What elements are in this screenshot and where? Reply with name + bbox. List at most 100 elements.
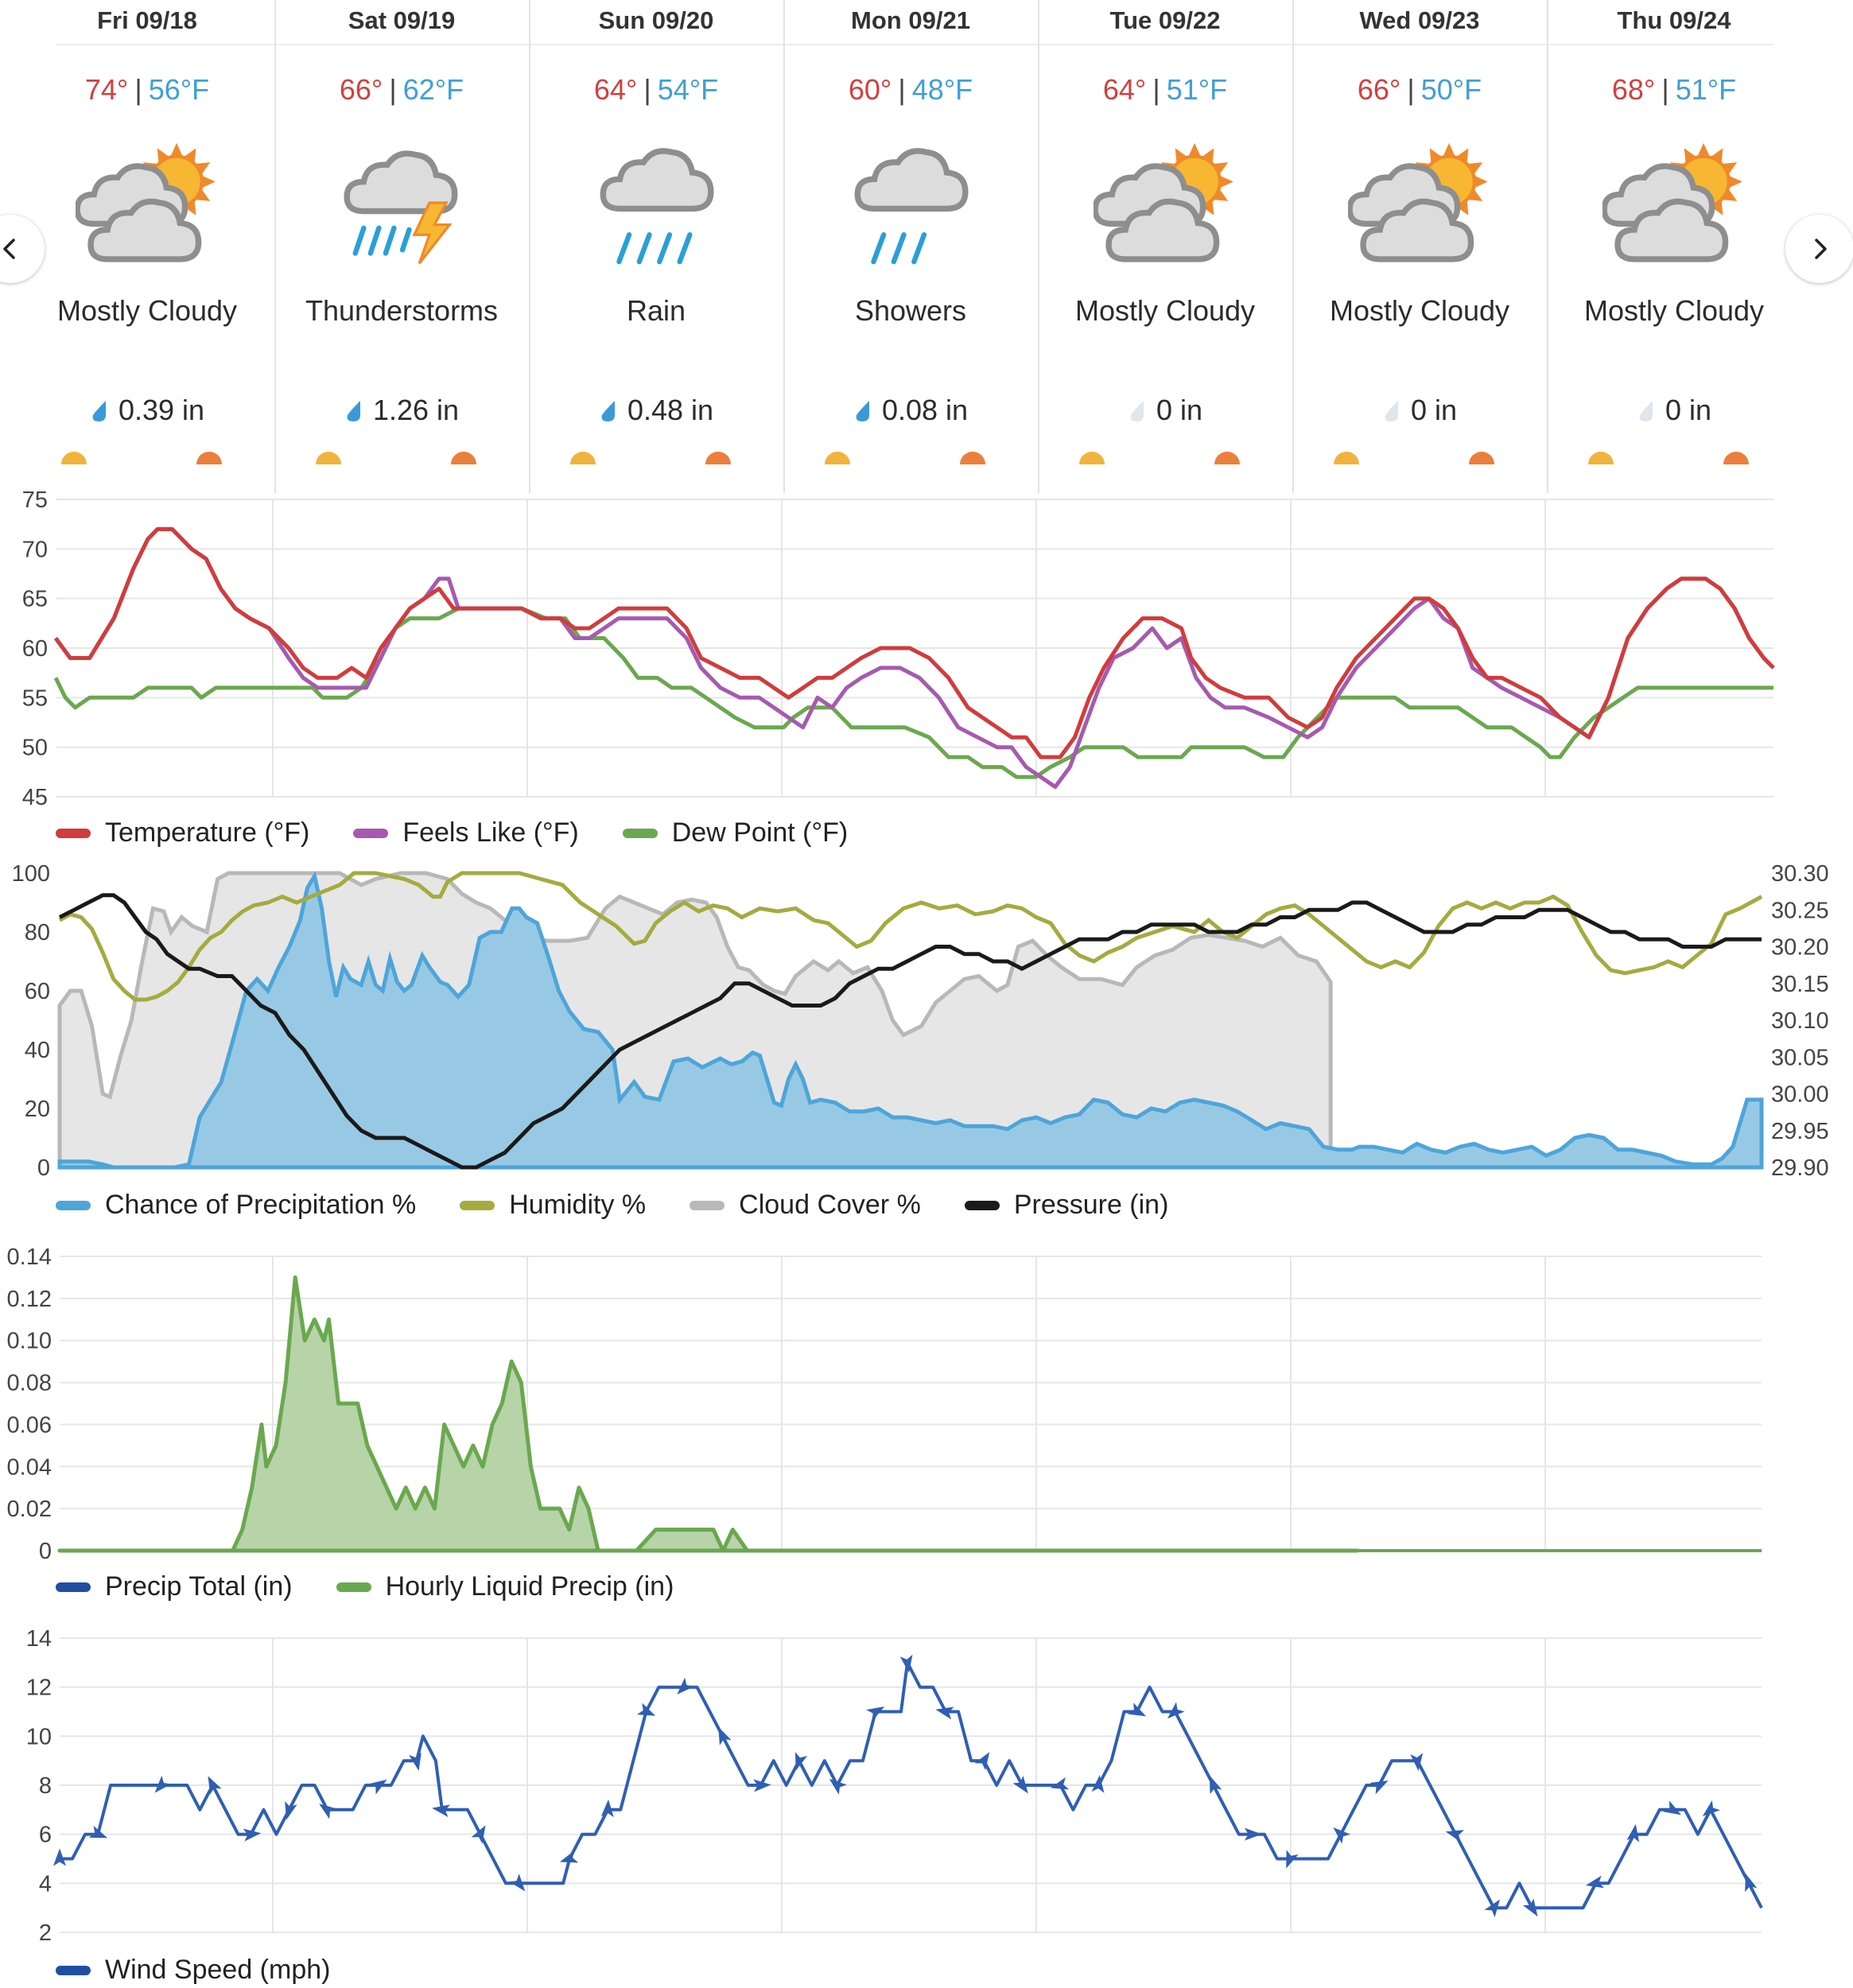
day-column-divider xyxy=(1038,0,1039,493)
y-tick-label: 0.08 xyxy=(7,1371,52,1396)
y-tick-label: 80 xyxy=(25,920,50,945)
day-column[interactable]: Thu 09/24 68° | 51°F Mostly Cloudy 0 in xyxy=(1547,0,1801,493)
day-low-temp: 56°F xyxy=(148,73,210,106)
legend-humidity[interactable]: Humidity % xyxy=(460,1190,646,1221)
wind-legend: Wind Speed (mph) xyxy=(56,1955,330,1986)
day-low-temp: 54°F xyxy=(657,73,719,106)
y-tick-label: 6 xyxy=(39,1823,52,1848)
wind-direction-arrow-icon xyxy=(1127,1703,1147,1717)
precip-amount-chart[interactable]: 0 0.02 0.04 0.06 0.08 0.10 0.12 0.14 xyxy=(0,0,1853,1622)
dew-point-swatch xyxy=(622,828,658,838)
day-high-temp: 68° xyxy=(1611,73,1656,106)
wind-direction-arrow-icon xyxy=(866,1706,885,1721)
temp-separator: | xyxy=(1152,73,1160,106)
legend-hourly-liquid-precip[interactable]: Hourly Liquid Precip (in) xyxy=(336,1571,674,1602)
raindrop-icon xyxy=(1385,401,1398,421)
mostly-cloudy-icon xyxy=(1602,142,1742,262)
y2-tick-label: 30.30 xyxy=(1771,861,1829,887)
legend-hourly-liquid-precip-label: Hourly Liquid Precip (in) xyxy=(385,1571,674,1602)
day-date: Wed 09/23 xyxy=(1359,6,1480,34)
day-column[interactable]: Sat 09/19 66° | 62°F Thunderstorms 1.26 in xyxy=(274,0,529,493)
day-high-temp: 64° xyxy=(593,73,638,106)
day-column-divider xyxy=(1292,0,1294,493)
atmosphere-legend: Chance of Precipitation % Humidity % Clo… xyxy=(56,1190,1168,1221)
wind-direction-arrow-icon xyxy=(471,1825,486,1844)
day-date: Fri 09/18 xyxy=(97,6,197,34)
legend-cloud-cover[interactable]: Cloud Cover % xyxy=(690,1190,921,1221)
legend-cloud-cover-label: Cloud Cover % xyxy=(739,1190,921,1220)
wind-direction-arrow-icon xyxy=(1662,1800,1682,1815)
chevron-right-icon xyxy=(1815,239,1827,259)
day-column-divider xyxy=(274,0,276,493)
y-tick-label: 8 xyxy=(39,1773,52,1799)
next-days-button[interactable] xyxy=(1785,215,1853,283)
y-tick-label: 14 xyxy=(26,1626,52,1652)
sunrise-icon xyxy=(61,452,87,464)
day-condition: Mostly Cloudy xyxy=(1329,294,1510,327)
day-column[interactable]: Fri 09/18 74° | 56°F Mostly Cloudy 0.39 in xyxy=(20,0,274,493)
day-temps: 64° | 51°F xyxy=(1038,73,1292,107)
wind-direction-arrow-icon xyxy=(899,1654,913,1673)
sunrise-icon xyxy=(1079,452,1105,464)
y-tick-label: 65 xyxy=(22,587,48,612)
wind-direction-arrow-icon xyxy=(409,1752,421,1771)
day-date: Sun 09/20 xyxy=(598,6,714,34)
humidity-line xyxy=(58,871,1763,1002)
day-high-temp: 74° xyxy=(84,73,129,106)
temp-separator: | xyxy=(898,73,906,106)
dew-point-line xyxy=(53,606,1773,779)
precip-total-swatch xyxy=(56,1582,91,1592)
mostly-cloudy-icon xyxy=(1348,142,1488,262)
legend-wind-speed[interactable]: Wind Speed (mph) xyxy=(56,1955,330,1986)
legend-feels-like[interactable]: Feels Like (°F) xyxy=(353,817,579,848)
wind-direction-arrow-icon xyxy=(1410,1753,1424,1772)
day-column[interactable]: Wed 09/23 66° | 50°F Mostly Cloudy 0 in xyxy=(1292,0,1547,493)
legend-chance-of-precip[interactable]: Chance of Precipitation % xyxy=(56,1190,416,1221)
atmosphere-chart[interactable]: 0 20 40 60 80 100 29.90 29.95 30.00 30.05 30.10 30.… xyxy=(0,0,1853,1241)
temp-separator: | xyxy=(1407,73,1415,106)
legend-pressure[interactable]: Pressure (in) xyxy=(964,1190,1168,1221)
legend-dew-point[interactable]: Dew Point (°F) xyxy=(622,817,848,848)
temp-separator: | xyxy=(389,73,397,106)
chevron-left-icon xyxy=(3,239,15,259)
wind-direction-arrow-icon xyxy=(1333,1827,1351,1844)
y-tick-label: 0.12 xyxy=(7,1287,52,1312)
day-condition: Rain xyxy=(626,294,686,327)
wind-direction-arrow-icon xyxy=(718,1726,732,1745)
wind-direction-arrow-icon xyxy=(677,1677,694,1695)
hourly-liquid-precip-area xyxy=(57,1275,1360,1553)
y2-tick-label: 30.10 xyxy=(1771,1008,1829,1034)
temperature-chart[interactable]: 45 50 55 60 65 70 75 xyxy=(0,0,1853,875)
y-tick-label: 75 xyxy=(22,487,48,513)
y-tick-label: 2 xyxy=(39,1920,52,1946)
wind-direction-arrow-icon xyxy=(1585,1875,1605,1889)
y-tick-label: 0.14 xyxy=(7,1244,52,1270)
wind-direction-arrow-icon xyxy=(753,1779,771,1792)
day-column[interactable]: Mon 09/21 60° | 48°F Showers 0.08 in xyxy=(783,0,1038,493)
day-column[interactable]: Tue 09/22 64° | 51°F Mostly Cloudy 0 in xyxy=(1038,0,1292,493)
day-low-temp: 48°F xyxy=(911,73,973,106)
legend-precip-total[interactable]: Precip Total (in) xyxy=(56,1571,293,1602)
header-divider xyxy=(56,44,1773,45)
wind-direction-arrow-icon xyxy=(432,1804,451,1818)
hourly-liquid-precip-swatch xyxy=(336,1582,371,1592)
temp-separator: | xyxy=(643,73,651,106)
day-date: Thu 09/24 xyxy=(1617,6,1731,34)
day-condition: Showers xyxy=(854,294,967,327)
day-low-temp: 51°F xyxy=(1166,73,1228,106)
day-condition: Thunderstorms xyxy=(305,294,499,327)
day-date: Mon 09/21 xyxy=(851,6,970,34)
wind-direction-arrow-icon xyxy=(1745,1873,1758,1893)
legend-temperature[interactable]: Temperature (°F) xyxy=(56,817,309,848)
wind-direction-arrow-icon xyxy=(1626,1823,1640,1842)
y-tick-label: 50 xyxy=(22,736,48,761)
day-temps: 60° | 48°F xyxy=(783,73,1038,107)
daily-forecast-strip: Fri 09/18 74° | 56°F Mostly Cloudy 0.39 in… xyxy=(0,0,1853,493)
day-column[interactable]: Sun 09/20 64° | 54°F Rain 0.48 in xyxy=(529,0,783,493)
humidity-swatch xyxy=(460,1200,495,1210)
y-tick-label: 12 xyxy=(26,1675,52,1701)
sunrise-icon xyxy=(1588,452,1614,464)
day-date: Sat 09/19 xyxy=(348,6,456,34)
legend-wind-speed-label: Wind Speed (mph) xyxy=(105,1955,331,1985)
